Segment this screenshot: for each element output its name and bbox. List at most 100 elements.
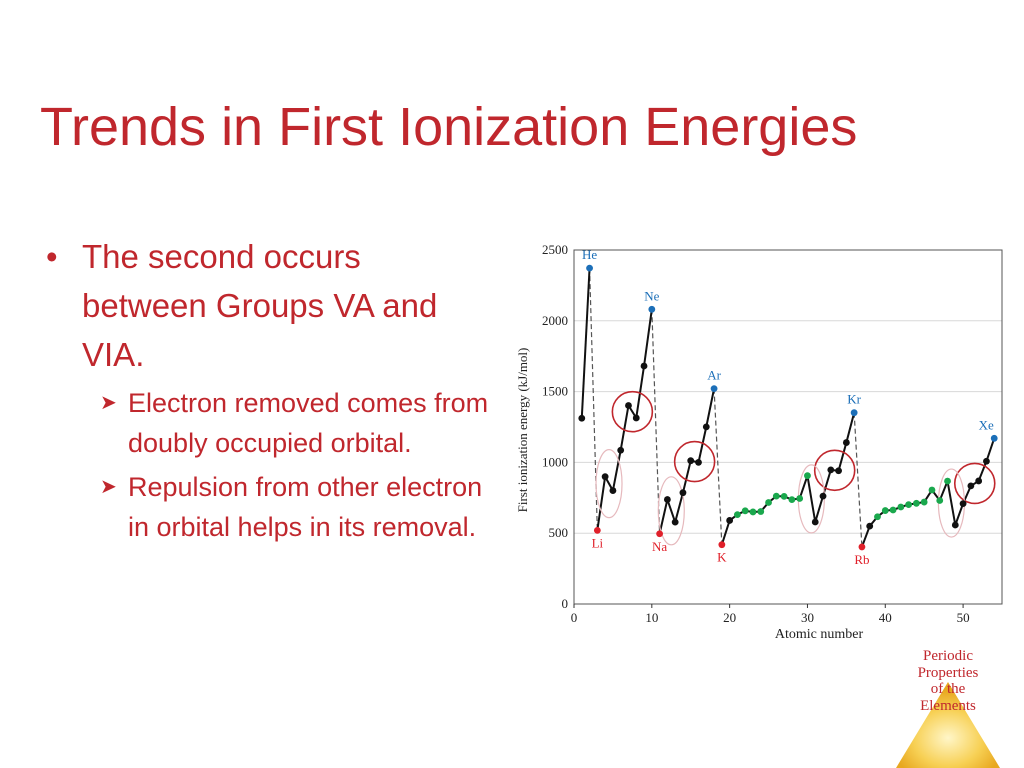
data-point	[593, 526, 601, 534]
data-point	[819, 492, 827, 500]
series-line-segment	[860, 438, 996, 548]
data-point	[804, 472, 811, 480]
data-point	[897, 503, 905, 511]
data-point	[944, 477, 951, 485]
chart-series-line	[580, 268, 996, 548]
data-point	[679, 489, 687, 497]
element-label: Ar	[707, 368, 721, 383]
data-point	[889, 506, 897, 514]
y-tick-label: 500	[549, 525, 569, 540]
data-point	[788, 496, 796, 504]
data-point	[990, 434, 998, 442]
drop-line	[713, 388, 723, 545]
series-line-segment	[580, 268, 591, 419]
data-point	[656, 530, 663, 538]
badge-line: Properties	[917, 664, 979, 681]
bullet-dot-icon: •	[46, 238, 58, 275]
data-point	[928, 486, 936, 494]
series-line-segment	[658, 388, 716, 534]
x-tick-label: 40	[879, 610, 892, 625]
chart-tick-labels: 0 500 1000 1500 2000 2500 0 10 20 30 40 50	[542, 242, 970, 625]
data-point	[609, 487, 617, 494]
data-point	[905, 501, 913, 508]
highlight-ellipse	[595, 449, 623, 519]
x-tick-label: 10	[645, 610, 658, 625]
chart-points	[578, 264, 998, 551]
subbullet-item: ➤ Electron removed comes from doubly occ…	[42, 383, 492, 463]
data-point	[765, 499, 772, 506]
data-point	[625, 402, 632, 409]
data-point	[632, 414, 640, 422]
subbullet-text: Electron removed comes from doubly occup…	[128, 388, 489, 458]
data-point	[702, 423, 710, 431]
bullet-text: The second occurs between Groups VA and …	[82, 238, 438, 373]
subbullet-text: Repulsion from other electron in orbital…	[128, 472, 483, 542]
periodic-properties-badge	[896, 682, 1000, 768]
chart-y-axis-label: First ionization energy (kJ/mol)	[515, 348, 530, 513]
chart-highlight-circles	[595, 390, 996, 546]
bullet-list: • The second occurs between Groups VA an…	[42, 232, 492, 547]
highlight-circle	[673, 440, 716, 483]
badge-line: of the	[930, 681, 966, 697]
data-point	[710, 385, 718, 393]
data-point	[827, 466, 835, 474]
arrow-bullet-icon: ➤	[100, 476, 117, 498]
data-point	[858, 543, 866, 551]
ionization-energy-chart: 0 500 1000 1500 2000 2500 0 10 20 30 40 50 He Ne Ar Kr…	[515, 242, 1003, 642]
element-label: Ne	[644, 288, 659, 303]
drop-line	[853, 412, 863, 547]
data-point	[772, 492, 780, 500]
element-label: K	[717, 550, 727, 565]
badge-line: Elements	[920, 697, 976, 714]
data-point	[640, 362, 648, 370]
chart-x-axis-label: Atomic number	[775, 627, 864, 642]
data-point	[749, 508, 757, 516]
highlight-circle	[953, 462, 996, 505]
data-point	[874, 513, 881, 521]
data-point	[936, 497, 944, 504]
triangle-icon	[896, 682, 1000, 768]
series-line-segment	[720, 412, 856, 545]
y-tick-label: 0	[562, 596, 569, 611]
data-point	[586, 264, 593, 272]
data-point	[695, 459, 702, 466]
data-point	[741, 507, 749, 515]
data-point	[648, 305, 656, 313]
y-tick-label: 2000	[542, 313, 568, 328]
data-point	[881, 507, 889, 514]
badge-text: Periodic Properties of the Elements	[896, 648, 1000, 714]
data-point	[663, 496, 671, 503]
data-point	[850, 409, 858, 417]
y-tick-label: 1500	[542, 384, 568, 399]
element-label: Rb	[854, 552, 869, 567]
data-point	[671, 518, 679, 526]
x-tick-label: 30	[801, 610, 814, 625]
highlight-ellipse	[657, 476, 685, 546]
data-point	[780, 492, 788, 500]
data-point	[734, 511, 741, 519]
data-point	[578, 414, 586, 422]
badge-line: Periodic	[923, 648, 973, 664]
highlight-circle	[611, 390, 654, 433]
element-label: Na	[652, 539, 667, 554]
element-label: He	[582, 247, 597, 262]
data-point	[983, 457, 990, 465]
x-tick-label: 0	[571, 610, 578, 625]
chart-frame	[573, 249, 1003, 605]
data-point	[951, 521, 959, 529]
data-point	[866, 522, 874, 530]
chart-element-labels: He Ne Ar Kr Xe Li Na K Rb	[582, 247, 994, 567]
data-point	[726, 517, 734, 524]
element-label: Xe	[979, 417, 994, 432]
highlight-circle	[813, 449, 856, 492]
data-point	[718, 541, 726, 549]
data-point	[757, 508, 765, 515]
chart-gridlines	[574, 249, 1002, 534]
data-point	[601, 473, 609, 481]
y-tick-label: 1000	[542, 454, 568, 469]
drop-line	[651, 309, 661, 534]
data-point	[920, 498, 928, 506]
subbullet-item: ➤ Repulsion from other electron in orbit…	[42, 467, 492, 547]
data-point	[842, 439, 850, 446]
data-point	[811, 518, 819, 526]
